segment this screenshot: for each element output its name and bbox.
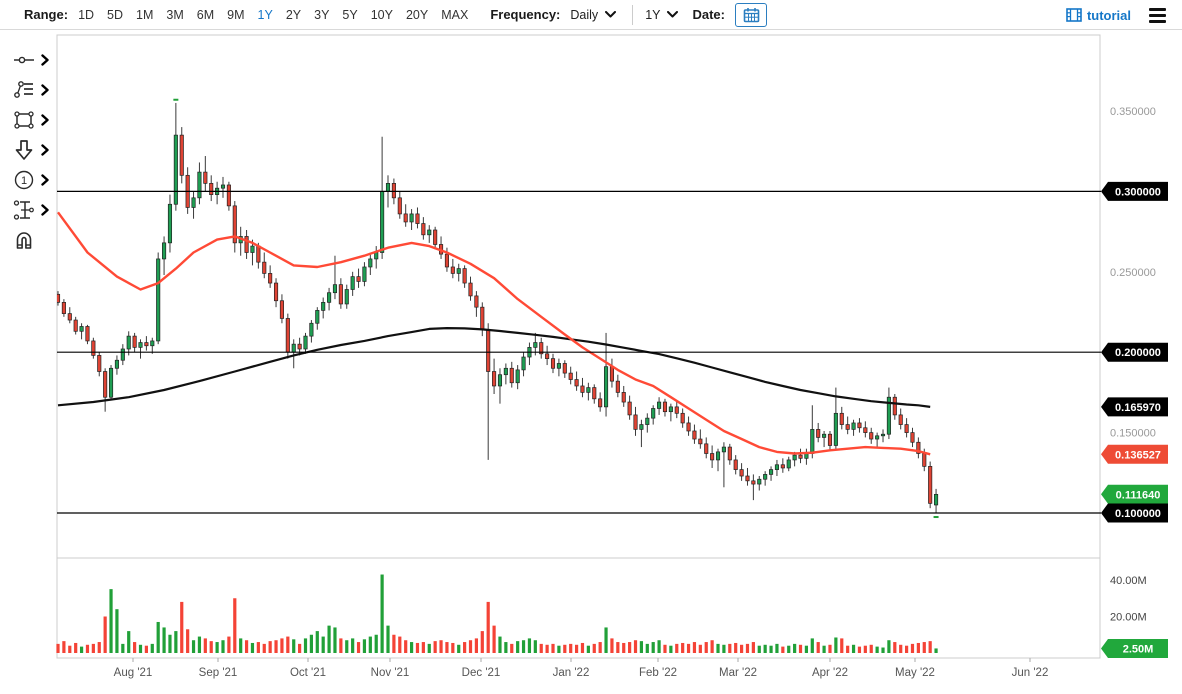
moving-averages [57, 211, 931, 456]
price-badge: 0.136527 [1101, 444, 1168, 464]
chevron-right-icon [41, 204, 49, 216]
x-axis-label: Dec '21 [462, 667, 501, 679]
range-option-max[interactable]: MAX [441, 7, 469, 22]
range-option-3y[interactable]: 3Y [314, 7, 330, 22]
chevron-down-icon [605, 11, 617, 18]
date-picker-button[interactable] [735, 2, 767, 27]
chevron-right-icon [41, 114, 49, 126]
x-axis-label: Jan '22 [553, 667, 590, 679]
tutorial-label: tutorial [1086, 7, 1131, 23]
volume-series [56, 574, 938, 653]
magnet-mode-tool[interactable] [0, 228, 56, 252]
hamburger-icon [1149, 7, 1166, 11]
svg-text:1: 1 [21, 175, 27, 187]
short-ma-line [57, 211, 931, 456]
svg-text:0.300000: 0.300000 [1115, 186, 1161, 198]
range-label: Range: [24, 7, 69, 22]
measure-icon [13, 200, 34, 220]
magnet-icon [16, 232, 32, 249]
x-axis-label: Nov '21 [371, 667, 410, 679]
film-icon [1066, 8, 1082, 22]
chevron-right-icon [41, 144, 49, 156]
svg-text:0.100000: 0.100000 [1115, 508, 1161, 520]
price-badge: 0.165970 [1101, 397, 1168, 417]
price-badge: 0.111640 [1101, 484, 1168, 504]
plot-borders [56, 34, 1101, 659]
drawings-list-icon [14, 81, 33, 98]
range-option-1d[interactable]: 1D [78, 7, 95, 22]
chevron-right-icon [41, 174, 49, 186]
range-option-20y[interactable]: 20Y [405, 7, 429, 22]
range-options: 1D 5D 1M 3M 6M 9M 1Y 2Y 3Y 5Y 10Y 20Y MAX [78, 8, 468, 22]
x-axis-label: Oct '21 [290, 667, 326, 679]
measure-tool[interactable] [0, 198, 56, 222]
x-axis-label: Apr '22 [812, 667, 848, 679]
svg-text:0.136527: 0.136527 [1115, 449, 1161, 461]
tutorial-link[interactable]: tutorial [1066, 8, 1131, 23]
chevron-right-icon [41, 84, 49, 96]
frequency-label: Frequency: [490, 7, 561, 22]
price-tick-label: 0.250000 [1110, 267, 1156, 279]
y-axis: 0.350000 0.250000 0.150000 40.00M 20.00M [1110, 106, 1156, 624]
range-option-1y[interactable]: 1Y [257, 7, 273, 22]
price-tick-label: 0.150000 [1110, 428, 1156, 440]
arrow-down-icon [15, 140, 33, 160]
range-option-10y[interactable]: 10Y [370, 7, 393, 22]
drawings-list-tool[interactable] [0, 78, 56, 102]
svg-text:2.50M: 2.50M [1123, 643, 1154, 655]
level-lines [57, 190, 1101, 514]
price-markers [173, 98, 939, 519]
range-option-3m[interactable]: 3M [166, 7, 184, 22]
svg-text:0.111640: 0.111640 [1116, 489, 1161, 501]
range-option-6m[interactable]: 6M [196, 7, 215, 22]
period-value: 1Y [645, 7, 661, 22]
svg-text:0.200000: 0.200000 [1115, 347, 1161, 359]
price-badge: 0.200000 [1101, 342, 1168, 362]
x-axis: Aug '21 Sep '21 Oct '21 Nov '21 Dec '21 Jan '… [114, 658, 1049, 679]
frequency-value: Daily [570, 7, 599, 22]
x-axis-label: May '22 [895, 667, 935, 679]
range-option-5y[interactable]: 5Y [342, 7, 358, 22]
range-option-9m[interactable]: 9M [227, 7, 245, 22]
price-tick-label: 0.350000 [1110, 106, 1156, 118]
rectangle-shape-tool[interactable] [0, 108, 56, 132]
chevron-down-icon [667, 11, 679, 18]
calendar-icon [743, 7, 759, 22]
circled-one-icon: 1 [14, 170, 34, 190]
volume-tick-label: 20.00M [1110, 612, 1147, 624]
range-option-5d[interactable]: 5D [107, 7, 124, 22]
price-chart[interactable]: Aug '21 Sep '21 Oct '21 Nov '21 Dec '21 Jan '… [0, 30, 1182, 694]
x-axis-label: Sep '21 [199, 667, 238, 679]
rectangle-shape-icon [14, 111, 34, 129]
price-badge: 0.300000 [1101, 181, 1168, 201]
range-option-2y[interactable]: 2Y [285, 7, 302, 22]
chevron-right-icon [41, 54, 49, 66]
date-label: Date: [692, 7, 725, 22]
range-option-1m[interactable]: 1M [136, 7, 154, 22]
number-annotation-tool[interactable]: 1 [0, 168, 56, 192]
arrow-down-tool[interactable] [0, 138, 56, 162]
horizontal-line-tool[interactable] [0, 48, 56, 72]
x-axis-label: Feb '22 [639, 667, 677, 679]
period-select[interactable]: 1Y [645, 7, 679, 22]
header-divider [632, 4, 634, 25]
volume-badge: 2.50M [1101, 638, 1168, 658]
toolbar-header: Range: 1D 5D 1M 3M 6M 9M 1Y 2Y 3Y 5Y 10Y 20Y MAX Fre… [0, 0, 1182, 30]
x-axis-label: Aug '21 [114, 667, 153, 679]
axis-badges: 0.300000 0.200000 0.165970 0.136527 0.111640… [1101, 181, 1168, 658]
x-axis-label: Jun '22 [1012, 667, 1049, 679]
price-badge: 0.100000 [1101, 503, 1168, 523]
volume-tick-label: 40.00M [1110, 575, 1147, 587]
candlestick-series [57, 102, 939, 513]
drawing-toolbar: 1 [0, 48, 56, 252]
frequency-select[interactable]: Daily [570, 7, 617, 22]
menu-button[interactable] [1147, 6, 1168, 25]
horizontal-line-icon [14, 56, 34, 64]
x-axis-label: Mar '22 [719, 667, 757, 679]
svg-text:0.165970: 0.165970 [1115, 402, 1161, 414]
